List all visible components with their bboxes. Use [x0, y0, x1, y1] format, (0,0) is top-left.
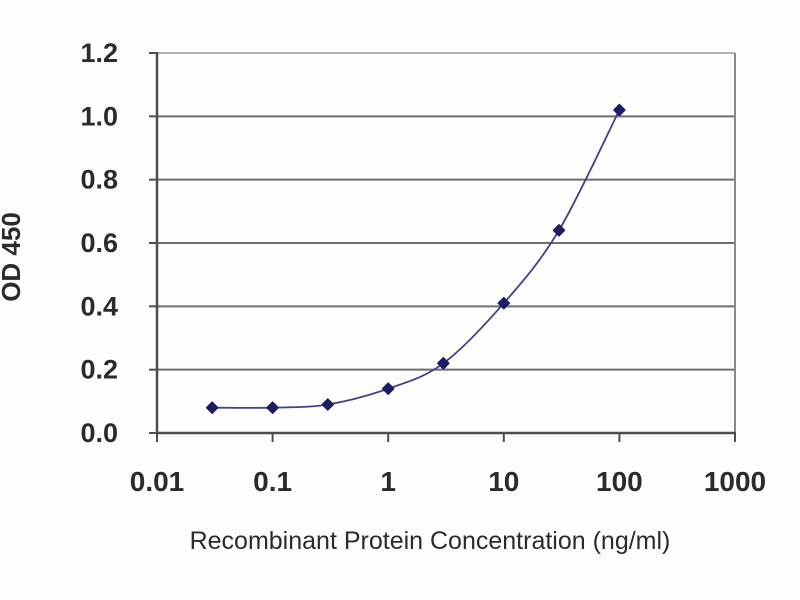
tick-labels-layer: 0.0 0.2 0.4 0.6 0.8 1.0 1.2 0.01 0.1 1 10 100 1000	[80, 38, 766, 497]
y-tick-label: 1.0	[80, 101, 118, 131]
y-tick-label: 0.0	[80, 418, 118, 448]
data-point	[205, 401, 219, 414]
x-tick-label: 10	[488, 466, 519, 497]
y-tick-label: 1.2	[80, 38, 118, 68]
axes-layer	[149, 52, 736, 442]
series-layer	[205, 103, 626, 414]
data-point	[437, 357, 450, 370]
y-tick-label: 0.2	[80, 355, 118, 385]
data-point	[497, 296, 511, 310]
x-tick-label: 1	[380, 466, 396, 497]
x-tick-label: 1000	[704, 466, 766, 497]
data-point	[381, 382, 395, 395]
y-tick-label: 0.6	[80, 228, 118, 258]
x-tick-label: 0.1	[253, 466, 292, 497]
data-point	[266, 401, 279, 414]
x-axis-title: Recombinant Protein Concentration (ng/ml…	[190, 527, 671, 555]
x-tick-label: 100	[596, 466, 643, 497]
y-axis-title: OD 450	[0, 212, 26, 302]
x-tick-label: 0.01	[130, 466, 185, 497]
y-tick-label: 0.8	[80, 165, 118, 195]
data-point	[613, 103, 626, 117]
y-tick-label: 0.4	[80, 291, 118, 321]
series-line	[212, 109, 621, 409]
data-point	[321, 398, 335, 411]
data-point	[552, 224, 566, 237]
gridlines-layer	[157, 52, 735, 371]
